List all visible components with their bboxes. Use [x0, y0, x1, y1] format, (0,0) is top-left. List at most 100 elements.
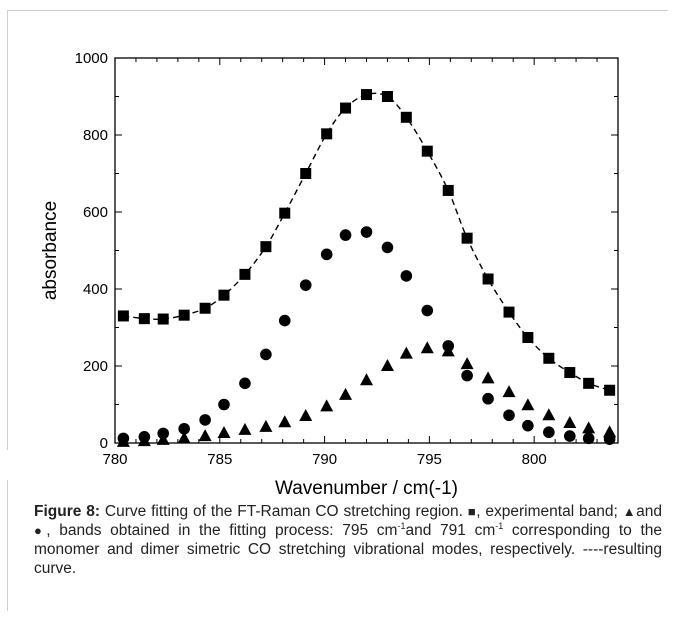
circle-point	[239, 377, 251, 390]
y-tick-label: 800	[83, 127, 108, 144]
triangle-point	[259, 419, 273, 432]
caption-label: Figure 8:	[34, 503, 101, 520]
caption-sup-1: -1	[397, 520, 406, 531]
square-point	[522, 332, 534, 344]
square-point	[604, 384, 616, 396]
plot-frame	[114, 57, 619, 444]
circle-symbol-icon: ●	[34, 523, 47, 538]
circle-point	[421, 304, 434, 317]
circle-point	[178, 422, 190, 435]
y-tick-label: 1000	[75, 50, 108, 67]
triangle-point	[156, 432, 170, 445]
figure-caption: Figure 8: Curve fitting of the FT-Raman …	[34, 502, 662, 578]
x-tick-label: 790	[312, 451, 337, 468]
triangle-point	[116, 434, 130, 447]
triangle-point	[563, 415, 577, 428]
triangle-point	[521, 398, 535, 411]
frame-gap	[7, 450, 8, 480]
y-tick-label: 0	[100, 435, 108, 452]
figure-frame	[7, 10, 668, 611]
circle-point	[563, 430, 576, 442]
square-point	[199, 302, 211, 314]
square-point	[564, 367, 576, 379]
triangle-point	[238, 422, 252, 435]
square-point	[117, 310, 129, 322]
circle-point	[299, 279, 312, 291]
square-point	[503, 306, 515, 318]
caption-text-2: , experimental band;	[476, 503, 623, 520]
square-point	[321, 128, 333, 140]
triangle-point	[177, 431, 191, 444]
circle-point	[381, 241, 394, 254]
x-tick-label: 800	[522, 451, 547, 468]
fit-curve-line	[123, 92, 610, 391]
caption-text-1: Curve fitting of the FT-Raman CO stretch…	[100, 503, 468, 520]
x-tick-label: 780	[102, 451, 127, 468]
circle-point	[218, 398, 230, 411]
circle-point	[339, 229, 352, 241]
square-point	[300, 168, 312, 179]
triangle-point	[420, 341, 434, 354]
triangle-point	[481, 371, 495, 384]
square-point	[218, 289, 230, 301]
triangle-point	[278, 415, 292, 428]
circle-point	[360, 226, 373, 238]
triangle-point	[502, 385, 516, 398]
square-point	[442, 184, 454, 196]
triangle-point	[217, 425, 231, 438]
triangle-symbol-icon: ▲	[622, 504, 637, 519]
circle-point	[400, 270, 413, 282]
caption-text-3: and	[636, 503, 662, 520]
square-point	[260, 241, 272, 253]
square-point	[543, 352, 555, 364]
square-point	[381, 91, 393, 102]
square-point	[178, 309, 190, 321]
circle-point	[522, 419, 534, 432]
triangle-point	[198, 429, 212, 442]
triangle-point	[399, 346, 413, 359]
triangle-point	[299, 409, 313, 422]
x-tick-label: 785	[207, 451, 232, 468]
triangle-point	[339, 387, 353, 400]
caption-text-4: , bands obtained in the fitting process:…	[46, 522, 398, 539]
square-point	[340, 102, 352, 114]
chart: 780 785 790 795 800 0 200 400 600 800 1000 Wavenumb…	[40, 50, 619, 499]
circle-point	[320, 248, 333, 261]
square-point	[400, 111, 412, 123]
y-tick-label: 400	[83, 281, 108, 298]
square-point	[461, 232, 473, 244]
circle-point	[503, 409, 515, 422]
triangle-point	[603, 425, 617, 438]
square-point	[157, 313, 169, 325]
triangle-point	[320, 399, 334, 412]
square-point	[421, 145, 433, 157]
triangle-point	[542, 408, 556, 421]
caption-sup-2: -1	[495, 520, 504, 531]
y-tick-label: 600	[83, 204, 108, 221]
triangle-point	[460, 357, 474, 370]
caption-text-5: and 791 cm	[405, 522, 496, 539]
triangle-point	[441, 344, 455, 357]
circle-point	[199, 414, 211, 426]
caption-text-6: corresponding to the monomer and dimer s…	[34, 522, 662, 577]
triangle-point	[380, 359, 394, 371]
y-axis-label: absorbance	[40, 201, 61, 300]
triangle-point	[137, 434, 151, 447]
circle-point	[461, 369, 473, 382]
square-symbol-icon: ■	[467, 504, 477, 519]
circle-point	[582, 432, 595, 445]
triangle-point	[360, 373, 373, 386]
y-tick-label: 200	[83, 358, 108, 375]
plot-area: 780 785 790 795 800 0 200 400 600 800 1000 Wavenumb…	[40, 50, 619, 499]
x-axis-label: Wavenumber / cm(-1)	[275, 478, 458, 499]
square-point	[361, 89, 372, 101]
triangle-point	[582, 421, 596, 434]
circle-point	[482, 392, 494, 405]
square-point	[138, 313, 150, 325]
circle-point	[278, 314, 291, 327]
x-tick-label: 795	[417, 451, 442, 468]
circle-point	[543, 426, 555, 439]
square-point	[482, 273, 494, 285]
square-point	[583, 377, 595, 389]
square-point	[239, 268, 251, 280]
